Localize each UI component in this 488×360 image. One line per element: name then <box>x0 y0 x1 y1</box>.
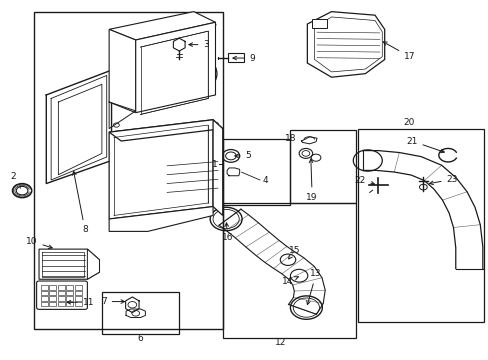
Bar <box>227 54 244 62</box>
Bar <box>357 129 483 322</box>
Text: 10: 10 <box>26 237 52 248</box>
Bar <box>49 285 56 290</box>
Text: 3: 3 <box>188 40 209 49</box>
Text: 14: 14 <box>281 277 298 286</box>
Polygon shape <box>213 120 223 215</box>
Text: 21: 21 <box>406 136 444 153</box>
Polygon shape <box>109 120 213 219</box>
Bar <box>75 291 81 295</box>
Bar <box>223 203 355 338</box>
Bar <box>66 285 73 290</box>
Bar <box>58 302 64 306</box>
Text: 19: 19 <box>306 159 317 202</box>
Bar <box>58 296 64 301</box>
Bar <box>41 291 48 295</box>
Bar <box>223 139 290 205</box>
Text: 11: 11 <box>67 298 94 307</box>
Bar <box>58 285 64 290</box>
Bar <box>311 19 326 28</box>
Polygon shape <box>136 22 215 113</box>
Text: 6: 6 <box>138 334 143 343</box>
Text: 1: 1 <box>212 159 218 168</box>
Text: 5: 5 <box>234 152 251 161</box>
Text: 17: 17 <box>383 42 415 61</box>
Polygon shape <box>39 249 99 279</box>
Bar <box>75 285 81 290</box>
Text: 9: 9 <box>232 54 255 63</box>
Text: 4: 4 <box>262 176 267 185</box>
Polygon shape <box>87 249 99 279</box>
Text: 12: 12 <box>275 338 286 347</box>
Polygon shape <box>109 12 215 40</box>
Text: 2: 2 <box>11 172 20 188</box>
Text: 18: 18 <box>284 134 296 143</box>
Polygon shape <box>307 12 384 77</box>
FancyBboxPatch shape <box>37 281 87 309</box>
Text: 20: 20 <box>403 118 414 127</box>
Polygon shape <box>109 207 213 231</box>
Bar <box>34 12 223 329</box>
Bar <box>41 296 48 301</box>
Bar <box>49 296 56 301</box>
Text: 7: 7 <box>101 297 124 306</box>
Text: 22: 22 <box>353 176 374 185</box>
Bar <box>102 292 179 334</box>
Bar <box>75 296 81 301</box>
Text: 16: 16 <box>222 223 233 242</box>
Text: 15: 15 <box>288 246 300 259</box>
Text: 23: 23 <box>429 175 457 185</box>
Bar <box>49 291 56 295</box>
Bar <box>49 302 56 306</box>
Polygon shape <box>109 120 223 141</box>
Text: 13: 13 <box>306 269 321 305</box>
Bar <box>66 302 73 306</box>
Bar <box>66 296 73 301</box>
Polygon shape <box>109 30 136 113</box>
Text: 8: 8 <box>72 171 88 234</box>
Bar <box>58 291 64 295</box>
Bar <box>41 302 48 306</box>
Bar <box>75 302 81 306</box>
Bar <box>66 291 73 295</box>
Bar <box>290 130 355 203</box>
Bar <box>41 285 48 290</box>
